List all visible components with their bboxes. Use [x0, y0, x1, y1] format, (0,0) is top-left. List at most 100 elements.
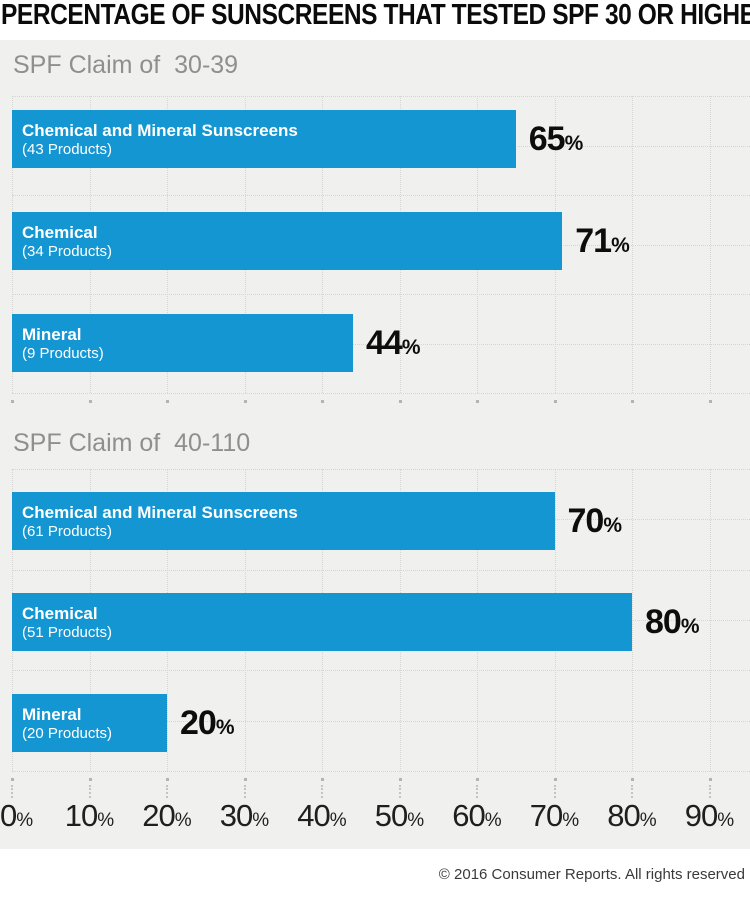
- bar-value-number: 71: [575, 222, 612, 260]
- axis-tick-number: 40: [297, 798, 330, 833]
- bar: Mineral (9 Products): [12, 314, 353, 372]
- axis-tick-number: 0: [0, 798, 17, 833]
- bar-value-label: 20%: [180, 694, 235, 752]
- bar: Mineral (20 Products): [12, 694, 167, 752]
- axis-tick-dot: [88, 400, 92, 403]
- axis-tick-dot: [708, 778, 712, 781]
- axis-tick-dot: [631, 400, 634, 403]
- axis-tick-dot: [243, 778, 247, 781]
- copyright-text: © 2016 Consumer Reports. All rights rese…: [438, 866, 745, 883]
- axis-tick-label: 50%: [375, 800, 424, 832]
- axis-tick-dot: [398, 778, 402, 781]
- bar-value-unit: %: [401, 336, 421, 359]
- bar-value-label: 44%: [366, 314, 421, 372]
- bar-value-number: 20: [180, 704, 217, 742]
- h-gridline: [12, 96, 750, 97]
- bar: Chemical and Mineral Sunscreens (43 Produ…: [12, 110, 516, 168]
- axis-tick-mark: [398, 785, 401, 798]
- h-gridline: [12, 294, 750, 295]
- axis-tick-number: 90: [684, 798, 718, 833]
- axis-tick-mark: [708, 785, 711, 798]
- axis-tick-label: 90%: [685, 800, 734, 832]
- axis-tick-label: 30%: [220, 800, 269, 832]
- axis-tick-number: 60: [452, 798, 485, 833]
- axis-tick-dot: [553, 778, 557, 781]
- bar-sublabel: (9 Products): [22, 344, 104, 362]
- axis-tick-dot: [321, 400, 324, 403]
- axis-tick-dot: [398, 400, 402, 403]
- axis-tick-mark: [243, 785, 246, 798]
- bar-value-unit: %: [603, 514, 623, 537]
- footer: © 2016 Consumer Reports. All rights rese…: [439, 866, 745, 883]
- axis-tick-dot: [243, 400, 247, 403]
- axis-tick-dot: [476, 778, 479, 781]
- axis-tick-dot: [476, 400, 479, 403]
- axis-tick-unit: %: [16, 810, 34, 831]
- axis-tick-number: 30: [219, 798, 253, 833]
- h-gridline: [12, 195, 750, 196]
- bar: Chemical (34 Products): [12, 212, 563, 270]
- axis-tick-dot: [553, 400, 557, 403]
- h-gridline: [12, 771, 750, 772]
- axis-tick-dot: [11, 400, 14, 403]
- axis-tick-dot: [708, 400, 712, 403]
- bar-value-number: 65: [528, 120, 566, 158]
- bar-label: Mineral: [22, 324, 82, 344]
- h-gridline: [12, 343, 750, 345]
- axis-tick-mark: [631, 785, 633, 798]
- axis-tick-unit: %: [484, 810, 502, 831]
- axis-tick-label: 40%: [297, 800, 346, 832]
- axis-tick-mark: [11, 785, 13, 798]
- bar-value-label: 71%: [575, 212, 630, 270]
- axis-tick-label: 20%: [142, 800, 191, 832]
- h-gridline: [12, 393, 750, 394]
- bar-sublabel: (51 Products): [22, 623, 113, 641]
- bar-value-unit: %: [564, 132, 584, 155]
- bar-value-number: 44: [366, 324, 403, 362]
- bar-sublabel: (61 Products): [22, 522, 113, 540]
- bar: Chemical (51 Products): [12, 593, 632, 651]
- axis-tick-number: 20: [142, 798, 175, 833]
- axis-tick-mark: [553, 785, 556, 798]
- bar-value-number: 80: [645, 603, 682, 641]
- chart-title: PERCENTAGE OF SUNSCREENS THAT TESTED SPF…: [1, 0, 750, 31]
- section-heading-spf-30-39: SPF Claim of 30-39: [13, 51, 239, 79]
- axis-tick-mark: [321, 785, 323, 798]
- axis-tick-label: 70%: [530, 800, 579, 832]
- axis-tick-dot: [321, 778, 324, 781]
- bar-sublabel: (20 Products): [22, 724, 113, 742]
- v-gridline: [709, 469, 711, 771]
- bar-value-unit: %: [680, 615, 700, 638]
- bar-value-label: 70%: [568, 492, 623, 550]
- axis-tick-dot: [88, 778, 92, 781]
- axis-tick-dot: [631, 778, 634, 781]
- bar-sublabel: (43 Products): [22, 140, 113, 158]
- axis-tick-unit: %: [252, 810, 270, 831]
- axis-tick-number: 10: [64, 798, 98, 833]
- h-gridline: [12, 670, 750, 672]
- axis-tick-unit: %: [639, 810, 657, 831]
- bar-value-label: 80%: [645, 593, 700, 651]
- bar-value-label: 65%: [529, 110, 584, 168]
- axis-tick-label: 60%: [452, 800, 501, 832]
- h-gridline: [12, 569, 750, 571]
- axis-tick-dot: [166, 778, 169, 781]
- axis-tick-unit: %: [717, 810, 735, 831]
- axis-tick-mark: [88, 785, 91, 798]
- bar-label: Mineral: [22, 704, 82, 724]
- v-gridline: [709, 96, 711, 393]
- axis-tick-unit: %: [174, 810, 192, 831]
- axis-tick-unit: %: [407, 810, 425, 831]
- bar-label: Chemical: [22, 222, 98, 242]
- axis-tick-number: 70: [529, 798, 563, 833]
- bar-label: Chemical: [22, 603, 98, 623]
- axis-tick-dot: [166, 400, 169, 403]
- axis-tick-label: 80%: [607, 800, 656, 832]
- axis-tick-number: 80: [607, 798, 640, 833]
- axis-tick-mark: [166, 785, 168, 798]
- bar: Chemical and Mineral Sunscreens (61 Produ…: [12, 492, 555, 550]
- v-gridline: [632, 469, 633, 771]
- bar-label: Chemical and Mineral Sunscreens: [22, 120, 298, 140]
- axis-tick-label: 0%: [0, 800, 33, 832]
